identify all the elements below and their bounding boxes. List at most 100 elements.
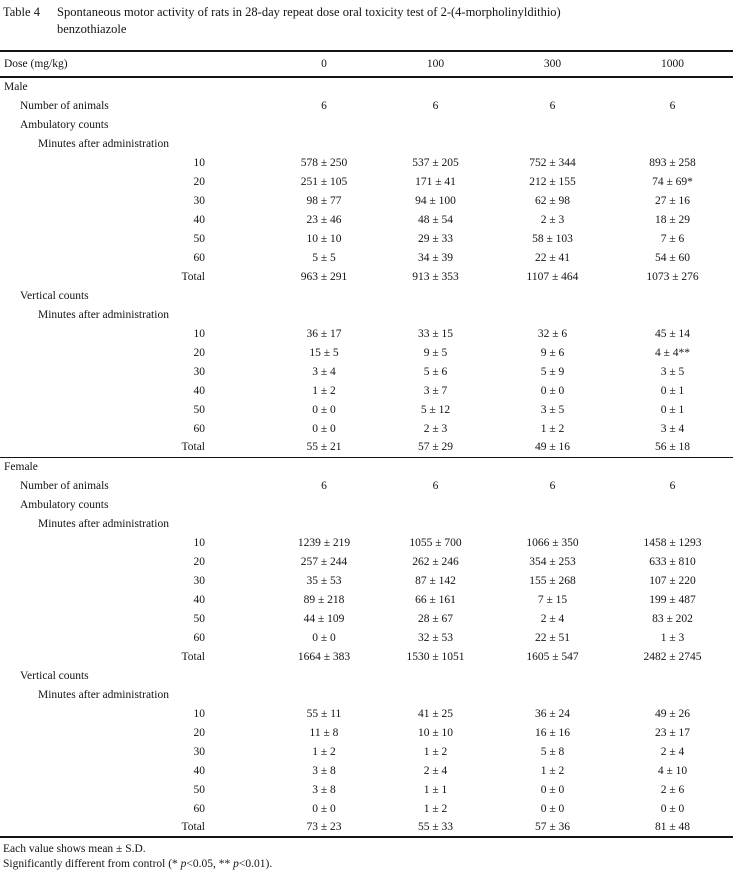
ambulatory-counts-data-row-10-value-0: 578 ± 250 xyxy=(300,156,348,169)
animals-row-value-1: 6 xyxy=(432,479,439,492)
vertical-counts-data-row-10-value-0: 55 ± 11 xyxy=(306,707,342,720)
vertical-counts-header-row-value-0 xyxy=(270,666,378,685)
vertical-counts-data-row-20-value-1: 10 ± 10 xyxy=(417,726,454,739)
section-row-female: Female xyxy=(0,456,733,476)
ambulatory-counts-header-row-label: Ambulatory counts xyxy=(20,498,109,511)
vertical-counts-data-row-50-label: 50 xyxy=(193,783,206,796)
ambulatory-counts-data-row-50-value-1: 29 ± 33 xyxy=(417,232,454,245)
vertical-counts-data-row-40-value-1: 3 ± 7 xyxy=(423,384,448,397)
footnote-p-italic-2: p xyxy=(233,858,239,870)
ambulatory-counts-data-row-total-value-0: 1664 ± 383 xyxy=(297,650,351,663)
vertical-counts-minutes-row-value-1 xyxy=(378,685,493,704)
ambulatory-counts-minutes-row-value-1 xyxy=(378,514,493,533)
vertical-counts-data-row-50-value-2: 3 ± 5 xyxy=(540,403,565,416)
ambulatory-counts-data-row-10: 10 578 ± 250 537 ± 205 752 ± 344 893 ± 258 xyxy=(0,153,733,172)
ambulatory-counts-data-row-60-value-0: 5 ± 5 xyxy=(312,251,336,264)
vertical-counts-header-row-value-0 xyxy=(270,286,378,305)
vertical-counts-data-row-60: 60 0 ± 0 1 ± 2 0 ± 0 0 ± 0 xyxy=(0,799,733,818)
ambulatory-counts-data-row-50-value-2: 58 ± 103 xyxy=(532,232,573,245)
animals-row-value-2: 6 xyxy=(549,99,556,112)
ambulatory-counts-data-row-60: 60 0 ± 0 32 ± 53 22 ± 51 1 ± 3 xyxy=(0,628,733,647)
ambulatory-counts-data-row-40-value-0: 23 ± 46 xyxy=(306,213,342,226)
ambulatory-counts-data-row-30-value-3: 27 ± 16 xyxy=(654,194,691,207)
vertical-counts-data-row-10-value-3: 49 ± 26 xyxy=(654,707,691,720)
vertical-counts-data-row-50-value-0: 3 ± 8 xyxy=(312,783,336,796)
vertical-counts-data-row-20-label: 20 xyxy=(193,726,206,739)
section-row-male-value-1 xyxy=(378,77,493,96)
vertical-counts-data-row-40-value-0: 3 ± 8 xyxy=(312,764,336,777)
ambulatory-counts-data-row-20-value-1: 171 ± 41 xyxy=(415,175,456,188)
vertical-counts-header-row: Vertical counts xyxy=(0,286,733,305)
ambulatory-counts-minutes-row-value-2 xyxy=(493,134,612,153)
ambulatory-counts-data-row-20-value-3: 633 ± 810 xyxy=(649,555,696,568)
ambulatory-counts-data-row-total-value-0: 963 ± 291 xyxy=(300,270,348,283)
vertical-counts-data-row-20-value-2: 9 ± 6 xyxy=(540,346,565,359)
ambulatory-counts-data-row-10-value-0: 1239 ± 219 xyxy=(297,536,351,549)
ambulatory-counts-data-row-10-label: 10 xyxy=(193,156,206,169)
vertical-counts-data-row-total-label: Total xyxy=(181,441,205,454)
vertical-counts-data-row-50-value-3: 2 ± 6 xyxy=(660,783,685,796)
ambulatory-counts-data-row-50: 50 44 ± 109 28 ± 67 2 ± 4 83 ± 202 xyxy=(0,609,733,628)
vertical-counts-data-row-50-value-2: 0 ± 0 xyxy=(540,783,565,796)
ambulatory-counts-data-row-40-value-2: 7 ± 15 xyxy=(537,593,568,606)
ambulatory-counts-header-row: Ambulatory counts xyxy=(0,495,733,514)
ambulatory-counts-data-row-50-value-0: 44 ± 109 xyxy=(303,612,345,625)
vertical-counts-data-row-30-value-2: 5 ± 9 xyxy=(540,365,565,378)
ambulatory-counts-data-row-40-value-1: 48 ± 54 xyxy=(417,213,454,226)
ambulatory-counts-data-row-10-value-1: 1055 ± 700 xyxy=(409,536,462,549)
dose-header-label: Dose (mg/kg) xyxy=(0,51,270,78)
footnote-significance-text: Significantly different from control (* xyxy=(3,858,181,870)
vertical-counts-data-row-total-value-2: 57 ± 36 xyxy=(534,821,571,833)
ambulatory-counts-data-row-total-label: Total xyxy=(181,270,205,283)
vertical-counts-data-row-40: 40 1 ± 2 3 ± 7 0 ± 0 0 ± 1 xyxy=(0,381,733,400)
vertical-counts-data-row-60-value-2: 1 ± 2 xyxy=(540,422,565,435)
ambulatory-counts-minutes-row-label: Minutes after administration xyxy=(38,517,169,530)
section-row-male-value-3 xyxy=(612,77,733,96)
ambulatory-counts-data-row-40-value-0: 89 ± 218 xyxy=(303,593,345,606)
vertical-counts-data-row-10-value-1: 33 ± 15 xyxy=(417,327,454,340)
ambulatory-counts-data-row-total: Total 963 ± 291 913 ± 353 1107 ± 464 1073 ± … xyxy=(0,267,733,286)
vertical-counts-data-row-40-value-2: 1 ± 2 xyxy=(540,764,565,777)
footnotes: Each value shows mean ± S.D. Significant… xyxy=(0,842,733,872)
footnote-significance-text: <0.01). xyxy=(238,858,273,870)
ambulatory-counts-header-row-value-3 xyxy=(612,495,733,514)
ambulatory-counts-header-row-value-3 xyxy=(612,115,733,134)
vertical-counts-data-row-30-value-1: 5 ± 6 xyxy=(423,365,448,378)
ambulatory-counts-data-row-20-label: 20 xyxy=(193,555,206,568)
ambulatory-counts-data-row-20-value-0: 251 ± 105 xyxy=(300,175,348,188)
ambulatory-counts-minutes-row: Minutes after administration xyxy=(0,514,733,533)
vertical-counts-data-row-10-label: 10 xyxy=(193,707,206,720)
ambulatory-counts-minutes-row: Minutes after administration xyxy=(0,134,733,153)
ambulatory-counts-data-row-10-value-3: 1458 ± 1293 xyxy=(643,536,702,549)
section-row-male-label: Male xyxy=(4,81,28,93)
vertical-counts-data-row-60-value-0: 0 ± 0 xyxy=(312,422,336,435)
vertical-counts-header-row-value-2 xyxy=(493,666,612,685)
section-row-male: Male xyxy=(0,77,733,96)
ambulatory-counts-data-row-40-value-1: 66 ± 161 xyxy=(415,593,456,606)
vertical-counts-header-row-value-3 xyxy=(612,286,733,305)
animals-row-value-2: 6 xyxy=(549,479,556,492)
vertical-counts-data-row-10: 10 36 ± 17 33 ± 15 32 ± 6 45 ± 14 xyxy=(0,324,733,343)
ambulatory-counts-data-row-50-label: 50 xyxy=(193,612,206,625)
ambulatory-counts-data-row-total-value-3: 2482 ± 2745 xyxy=(643,650,702,663)
vertical-counts-minutes-row-label: Minutes after administration xyxy=(38,308,169,321)
vertical-counts-data-row-20-label: 20 xyxy=(193,346,206,359)
vertical-counts-data-row-10-value-2: 32 ± 6 xyxy=(537,327,568,340)
vertical-counts-data-row-30: 30 3 ± 4 5 ± 6 5 ± 9 3 ± 5 xyxy=(0,362,733,381)
ambulatory-counts-data-row-total-value-1: 1530 ± 1051 xyxy=(406,650,465,663)
vertical-counts-minutes-row: Minutes after administration xyxy=(0,305,733,324)
vertical-counts-data-row-50: 50 0 ± 0 5 ± 12 3 ± 5 0 ± 1 xyxy=(0,400,733,419)
vertical-counts-data-row-total-value-1: 57 ± 29 xyxy=(417,441,454,454)
footnote-significance: Significantly different from control (* … xyxy=(3,857,733,872)
ambulatory-counts-data-row-40-value-3: 18 ± 29 xyxy=(654,213,691,226)
vertical-counts-data-row-40-value-3: 0 ± 1 xyxy=(660,384,685,397)
vertical-counts-data-row-total-value-0: 55 ± 21 xyxy=(306,441,342,454)
ambulatory-counts-data-row-10-value-2: 752 ± 344 xyxy=(529,156,576,169)
ambulatory-counts-data-row-50-value-3: 83 ± 202 xyxy=(652,612,693,625)
ambulatory-counts-data-row-total-value-3: 1073 ± 276 xyxy=(646,270,699,283)
ambulatory-counts-data-row-40-label: 40 xyxy=(193,213,206,226)
ambulatory-counts-data-row-60-label: 60 xyxy=(193,631,206,644)
ambulatory-counts-data-row-60-value-0: 0 ± 0 xyxy=(312,631,336,644)
ambulatory-counts-data-row-60-value-1: 34 ± 39 xyxy=(417,251,454,264)
section-row-female-value-0 xyxy=(270,456,378,476)
